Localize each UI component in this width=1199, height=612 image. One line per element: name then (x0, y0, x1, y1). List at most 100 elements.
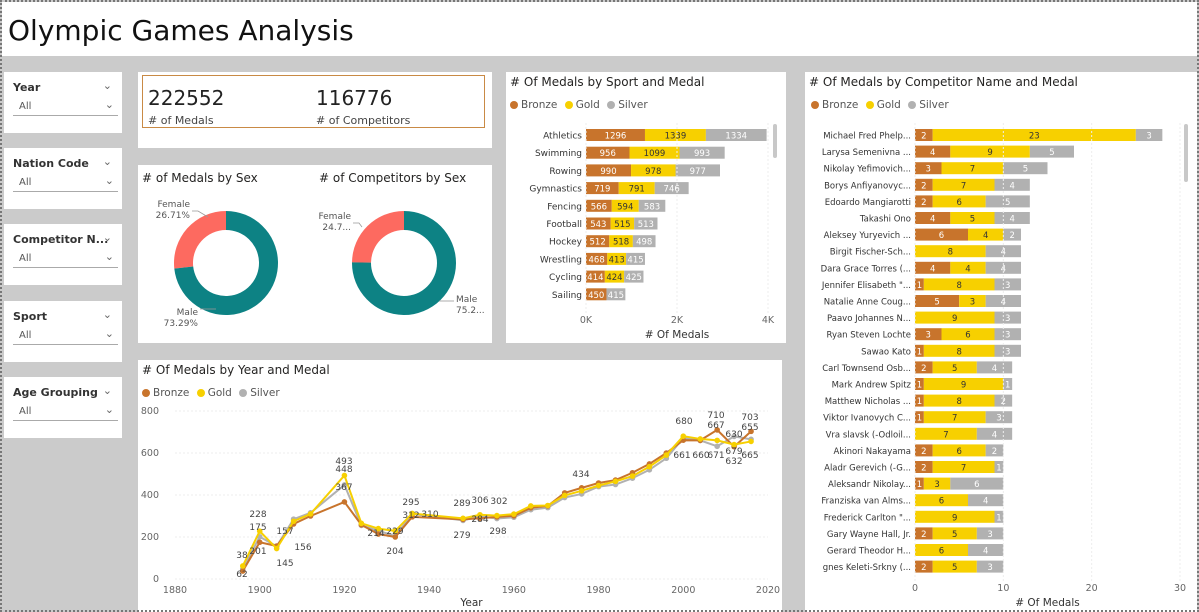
slicer-value: All (19, 253, 32, 264)
category-label: Sailing (552, 291, 582, 301)
data-label: 175 (249, 523, 266, 533)
chevron-down-icon[interactable]: ⌄ (102, 384, 112, 397)
legend-silver[interactable]: Silver (607, 99, 648, 111)
category-label: Rowing (549, 167, 582, 177)
x-axis-title: Year (459, 597, 483, 609)
slice-value-label: 75.2... (456, 306, 485, 316)
data-label: 9 (961, 381, 966, 391)
medals-by-year-panel[interactable]: # Of Medals by Year and Medal Bronze Gol… (138, 360, 782, 612)
medals-by-year-chart[interactable]: 0 200 400 600 800 1880 1900 1920 1940 1960 1980 200… (138, 360, 782, 612)
bar-bronze (915, 394, 924, 407)
legend-gold[interactable]: Gold (196, 387, 232, 399)
medals-by-sport-panel[interactable]: # Of Medals by Sport and Medal Bronze Go… (506, 72, 786, 343)
chevron-down-icon: ⌄ (104, 250, 114, 263)
slicer-dropdown[interactable]: All ⌄ (13, 325, 118, 345)
data-label: 7 (961, 464, 966, 474)
legend-bronze[interactable]: Bronze (510, 99, 557, 111)
data-label: 5 (952, 563, 957, 573)
data-label: 302 (490, 497, 507, 507)
competitors-count-value: 116776 (316, 86, 393, 110)
legend-bronze[interactable]: Bronze (142, 387, 189, 399)
data-label: 4 (1001, 264, 1006, 274)
bar-gold (644, 129, 706, 141)
data-label: 993 (694, 149, 710, 159)
point-gold (629, 473, 636, 479)
x-tick-label: 1880 (163, 585, 187, 596)
data-label: 2 (1009, 231, 1014, 241)
medals-by-competitor-panel[interactable]: # Of Medals by Competitor Name and Medal… (805, 72, 1197, 612)
slicer-year[interactable]: Year ⌄ All ⌄ (4, 72, 122, 133)
bar-bronze (915, 228, 968, 241)
slicer-age-grouping[interactable]: Age Grouping ⌄ All ⌄ (4, 377, 122, 438)
data-label: 583 (644, 202, 660, 212)
competitors-by-sex-panel[interactable]: # of Competitors by Sex Female 24.7... Mal… (314, 165, 492, 343)
data-label: 3 (1005, 314, 1010, 324)
slicer-dropdown[interactable]: All ⌄ (13, 96, 118, 116)
category-label: Aladr Gerevich (-G... (824, 464, 911, 474)
scrollbar[interactable] (1184, 124, 1188, 182)
data-label: 667 (707, 421, 724, 431)
point-gold (358, 520, 365, 527)
point-bronze (341, 499, 348, 505)
category-label: Larysa Semenivna ... (822, 148, 911, 158)
data-label: 1334 (725, 132, 747, 142)
chevron-down-icon[interactable]: ⌄ (102, 155, 112, 168)
bar-bronze (915, 261, 951, 274)
legend-gold[interactable]: Gold (564, 99, 600, 111)
x-tick-label: 1900 (248, 585, 272, 596)
category-label: Aleksandr Nikolay... (828, 480, 911, 490)
bar-silver (976, 560, 1004, 573)
data-label: 1 (917, 381, 922, 391)
data-label: 7 (961, 181, 966, 191)
data-label: 655 (741, 423, 758, 433)
chevron-down-icon[interactable]: ⌄ (102, 231, 112, 244)
bar-silver (1003, 378, 1013, 390)
legend-silver[interactable]: Silver (239, 387, 280, 399)
bar-gold (950, 261, 986, 274)
legend-bronze[interactable]: Bronze (811, 99, 858, 111)
bar-silver (994, 311, 1021, 324)
legend-silver-swatch (239, 389, 248, 397)
line-gold (241, 435, 752, 567)
legend-bronze-label: Bronze (822, 99, 859, 111)
slice-value-label: 26.71% (156, 211, 191, 221)
data-label: 5 (1049, 148, 1054, 158)
chevron-down-icon[interactable]: ⌄ (102, 308, 112, 321)
legend-silver[interactable]: Silver (908, 99, 949, 111)
data-label: 3 (934, 480, 939, 490)
bar-gold (932, 527, 977, 540)
point-gold (697, 436, 704, 442)
y-tick-label: 0 (153, 574, 159, 585)
slicer-dropdown[interactable]: All ⌄ (13, 172, 118, 192)
category-label: Sawao Kato (861, 347, 911, 357)
point-gold (714, 437, 720, 444)
slicer-competitor-name[interactable]: Competitor N... ⌄ All ⌄ (4, 224, 122, 285)
chevron-down-icon[interactable]: ⌄ (102, 79, 112, 92)
data-label: 8 (956, 397, 961, 407)
slicer-dropdown[interactable]: All ⌄ (13, 401, 118, 421)
data-label: 3 (970, 298, 975, 308)
medals-by-sport-chart[interactable]: Athletics 1296 1339 1334 Swimming 956 1099 993 R… (506, 72, 786, 343)
point-gold (409, 510, 416, 517)
data-label: 4 (992, 430, 997, 440)
slicer-dropdown[interactable]: All ⌄ (13, 248, 118, 268)
donut-slice-female (174, 211, 226, 269)
slicer-sport[interactable]: Sport ⌄ All ⌄ (4, 301, 122, 362)
legend-gold[interactable]: Gold (865, 99, 901, 111)
data-label: 145 (276, 559, 293, 569)
data-label: 6 (956, 447, 961, 457)
data-label: 201 (249, 547, 266, 557)
scrollbar[interactable] (773, 124, 777, 158)
data-label: 661 (673, 451, 690, 461)
legend-gold-label: Gold (207, 387, 232, 399)
slicer-nation-code[interactable]: Nation Code ⌄ All ⌄ (4, 148, 122, 209)
data-label: 710 (707, 411, 724, 421)
bar-bronze (915, 527, 933, 540)
bar-silver (624, 270, 644, 283)
medals-by-sex-panel[interactable]: # of Medals by Sex Female 26.71% Male 73.29… (138, 165, 314, 343)
data-label: 3 (1005, 347, 1010, 357)
bar-silver (638, 199, 666, 212)
